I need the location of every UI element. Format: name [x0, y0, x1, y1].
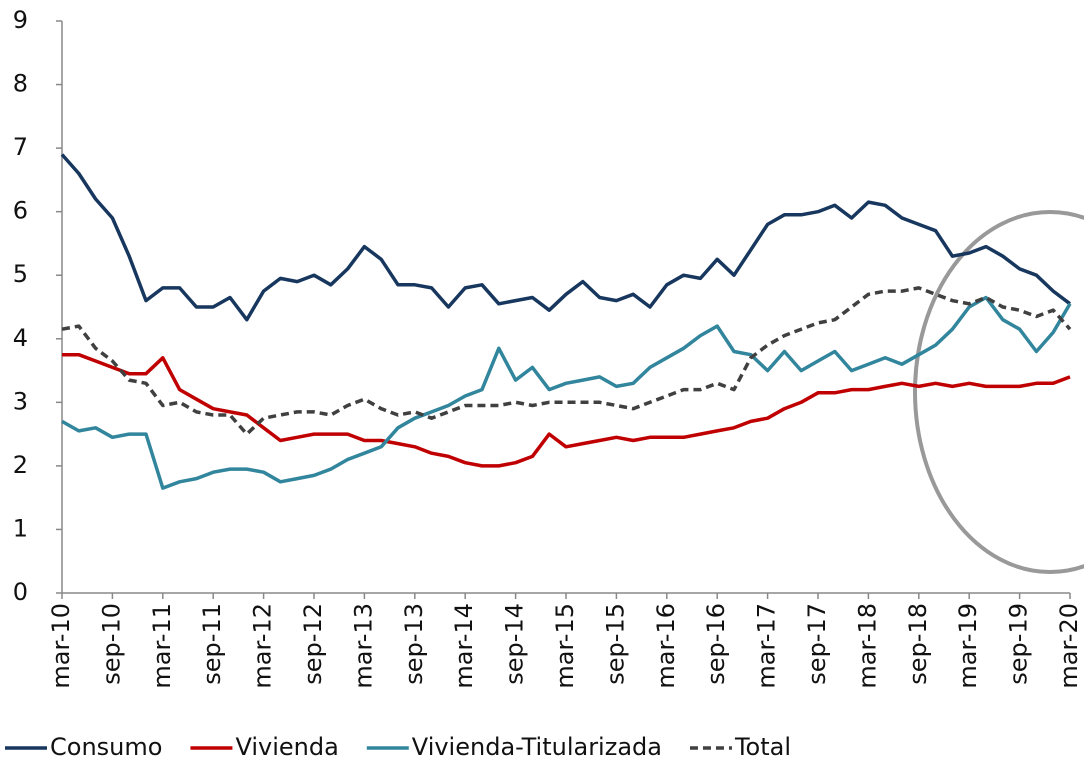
- x-tick-label: sep-14: [501, 603, 529, 685]
- x-tick-label: sep-12: [299, 603, 327, 685]
- x-tick-label: mar-12: [249, 603, 277, 689]
- x-tick-label: mar-17: [753, 603, 781, 689]
- data-line: [61, 295, 1072, 490]
- y-tick-label: 8: [13, 70, 28, 98]
- x-tick-label: mar-13: [349, 603, 377, 689]
- x-tick-label: mar-20: [1055, 603, 1083, 689]
- x-tick-label: mar-10: [47, 603, 75, 689]
- y-tick-label: 4: [13, 324, 28, 352]
- x-tick-label: mar-11: [148, 603, 176, 689]
- x-tick-label: mar-15: [551, 603, 579, 689]
- x-tick-label: sep-19: [1005, 603, 1033, 685]
- y-tick-label: 2: [13, 451, 28, 479]
- x-tick-label: sep-17: [803, 603, 831, 685]
- data-line: [62, 352, 1071, 468]
- y-tick-label: 6: [13, 197, 28, 225]
- x-tick-label: sep-10: [97, 603, 125, 685]
- y-tick-label: 0: [13, 578, 28, 606]
- highlight-ellipse: [913, 210, 1084, 574]
- y-tick-label: 1: [13, 514, 28, 542]
- y-tick-label: 5: [13, 260, 28, 288]
- legend-label: Consumo: [50, 733, 162, 761]
- x-tick-label: sep-15: [601, 603, 629, 685]
- x-tick-label: sep-11: [198, 603, 226, 685]
- data-line: [61, 286, 1072, 436]
- data-line: [60, 153, 1072, 322]
- y-tick-label: 7: [13, 133, 28, 161]
- y-tick-label: 9: [13, 6, 28, 34]
- x-tick-label: sep-18: [904, 603, 932, 685]
- legend-label: Total: [734, 733, 791, 761]
- x-tick-label: sep-13: [400, 603, 428, 685]
- x-tick-label: mar-16: [652, 603, 680, 689]
- x-tick-label: mar-19: [954, 603, 982, 689]
- x-tick-label: mar-18: [853, 603, 881, 689]
- y-tick-label: 3: [13, 387, 28, 415]
- legend-label: Vivienda-Titularizada: [412, 733, 662, 761]
- x-tick-label: sep-16: [702, 603, 730, 685]
- x-tick-label: mar-14: [450, 603, 478, 689]
- legend-label: Vivienda: [235, 733, 338, 761]
